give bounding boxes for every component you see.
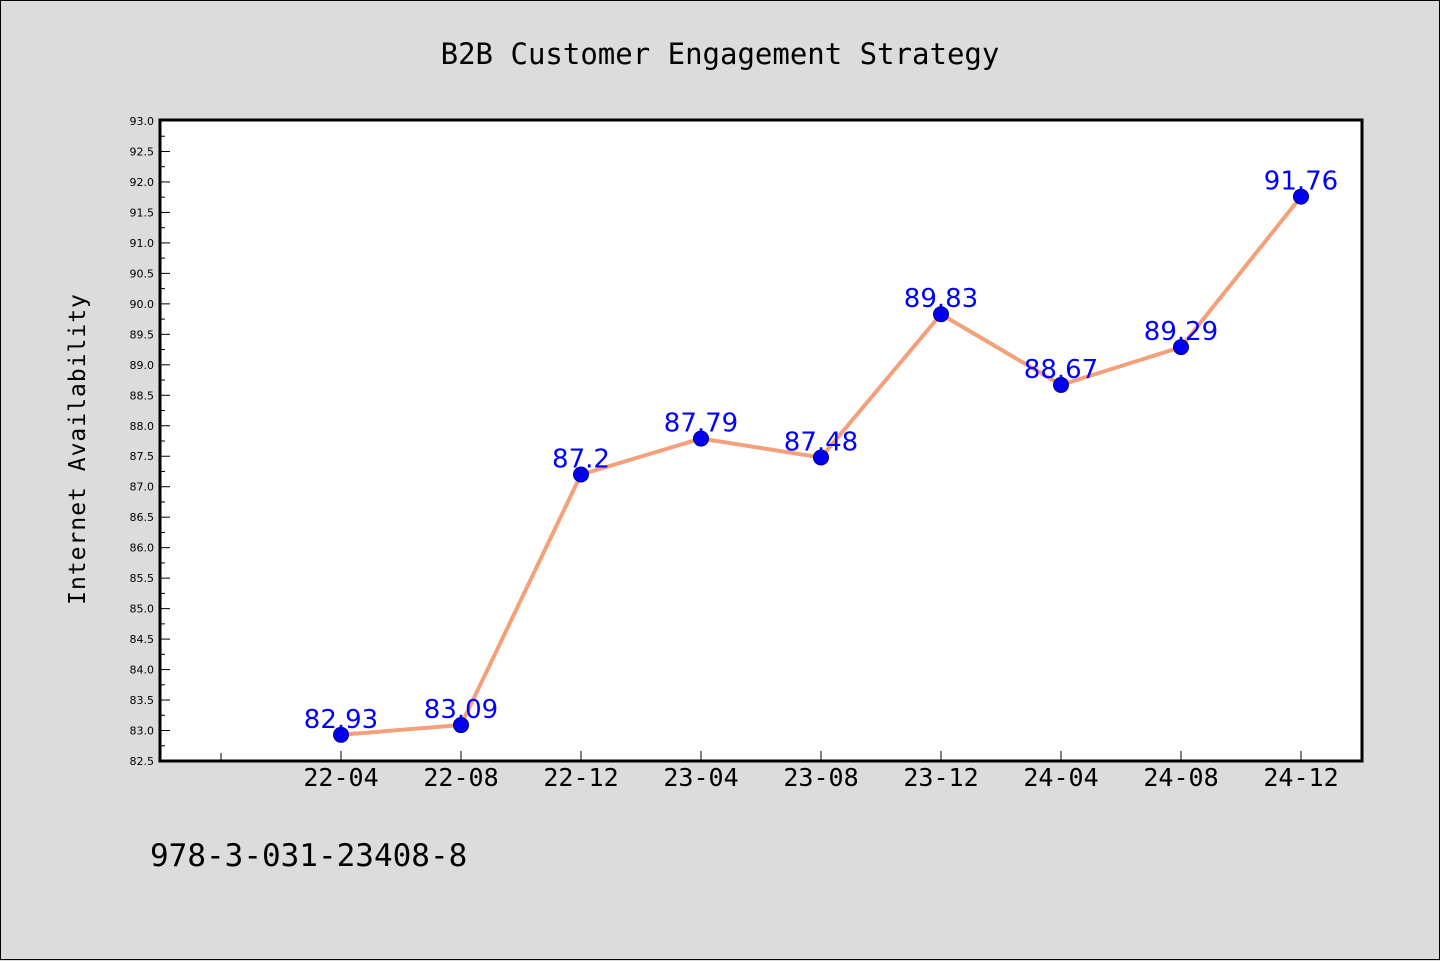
data-label: 91.76 bbox=[1264, 167, 1338, 197]
y-tick-label: 82.5 bbox=[130, 755, 155, 768]
footer-isbn: 978-3-031-23408-8 bbox=[150, 838, 467, 874]
data-point bbox=[813, 449, 829, 466]
data-label: 87.48 bbox=[784, 427, 858, 457]
data-point bbox=[333, 726, 349, 743]
x-tick-label: 24-08 bbox=[1143, 763, 1218, 792]
y-axis: 82.5 83.0 83.5 84.0 84.5 85.0 85.5 86.0 86.5 87.0… bbox=[130, 115, 170, 768]
x-axis: 22-04 22-08 22-12 23-04 23-08 23-12 24-04 24-08… bbox=[220, 751, 1339, 792]
x-tick-label: 24-12 bbox=[1263, 763, 1338, 792]
data-point bbox=[693, 430, 709, 447]
y-axis-label: Internet Availability bbox=[65, 293, 91, 605]
y-tick-label: 87.0 bbox=[130, 481, 155, 494]
y-tick-label: 92.5 bbox=[130, 145, 155, 158]
y-tick-label: 85.0 bbox=[130, 603, 155, 616]
chart-title: B2B Customer Engagement Strategy bbox=[441, 37, 1000, 71]
y-tick-label: 86.5 bbox=[130, 511, 155, 524]
y-tick-label: 89.0 bbox=[130, 359, 155, 372]
y-tick-label: 90.0 bbox=[130, 298, 155, 311]
y-tick-label: 89.5 bbox=[130, 328, 155, 341]
data-label: 87.79 bbox=[664, 409, 738, 439]
data-label: 87.2 bbox=[552, 445, 610, 475]
data-point bbox=[1293, 188, 1309, 205]
x-tick-label: 23-12 bbox=[903, 763, 978, 792]
data-label: 83.09 bbox=[424, 695, 498, 725]
data-labels: 82.93 83.09 87.2 87.79 87.48 89.83 88.67 89.29 9… bbox=[304, 167, 1338, 735]
y-tick-label: 83.0 bbox=[130, 725, 155, 738]
data-label: 89.29 bbox=[1144, 317, 1218, 347]
x-tick-label: 22-08 bbox=[423, 763, 498, 792]
data-label: 82.93 bbox=[304, 705, 378, 735]
x-tick-label: 24-04 bbox=[1023, 763, 1098, 792]
data-markers bbox=[333, 188, 1309, 743]
x-tick-label: 23-08 bbox=[783, 763, 858, 792]
data-label: 88.67 bbox=[1024, 355, 1098, 385]
plot-area bbox=[158, 118, 1364, 763]
y-tick-label: 92.0 bbox=[130, 176, 155, 189]
y-tick-label: 90.5 bbox=[130, 267, 155, 280]
y-tick-label: 88.5 bbox=[130, 389, 155, 402]
y-tick-label: 91.5 bbox=[130, 206, 155, 219]
data-point bbox=[573, 466, 589, 483]
data-point bbox=[933, 306, 949, 323]
y-tick-label: 84.5 bbox=[130, 633, 155, 646]
y-tick-label: 88.0 bbox=[130, 420, 155, 433]
y-tick-label: 83.5 bbox=[130, 694, 155, 707]
x-tick-label: 23-04 bbox=[663, 763, 738, 792]
data-point bbox=[453, 717, 469, 734]
y-tick-label: 85.5 bbox=[130, 572, 155, 585]
x-tick-label: 22-04 bbox=[303, 763, 378, 792]
y-tick-label: 84.0 bbox=[130, 664, 155, 677]
y-tick-label: 91.0 bbox=[130, 237, 155, 250]
y-tick-label: 93.0 bbox=[130, 115, 155, 128]
data-point bbox=[1053, 376, 1069, 393]
data-point bbox=[1173, 339, 1189, 356]
y-tick-label: 87.5 bbox=[130, 450, 155, 463]
x-tick-label: 22-12 bbox=[543, 763, 618, 792]
data-label: 89.83 bbox=[904, 284, 978, 314]
y-tick-label: 86.0 bbox=[130, 542, 155, 555]
